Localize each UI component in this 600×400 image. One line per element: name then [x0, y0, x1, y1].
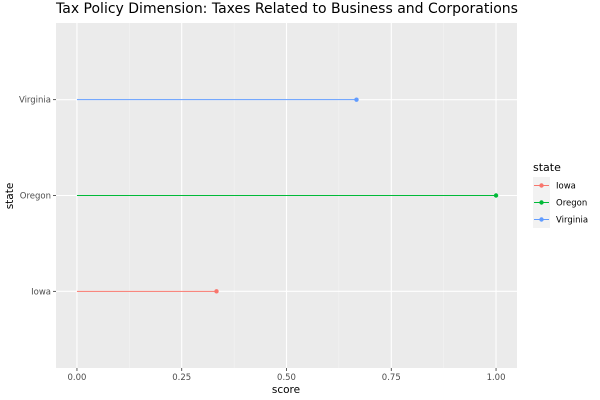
- lollipop-point: [493, 193, 499, 198]
- chart-title: Tax Policy Dimension: Taxes Related to B…: [56, 1, 518, 17]
- legend-key-point: [539, 200, 544, 205]
- lollipop-point: [214, 289, 219, 294]
- x-tick-label: 1.00: [487, 373, 506, 383]
- lollipop-point: [354, 97, 359, 102]
- x-tick-label: 0.50: [277, 373, 296, 383]
- legend-key-point: [539, 183, 544, 188]
- x-tick-label: 0.75: [382, 373, 401, 383]
- x-tick-label: 0.00: [67, 373, 86, 383]
- y-tick-label: Oregon: [20, 192, 51, 202]
- x-axis-title: score: [272, 384, 300, 396]
- y-tick-label: Virginia: [19, 96, 51, 106]
- legend-label: Virginia: [556, 216, 588, 226]
- legend-title: state: [533, 161, 561, 174]
- y-axis-title: state: [4, 183, 16, 210]
- legend-label: Oregon: [556, 199, 587, 209]
- legend-key-point: [539, 217, 544, 222]
- y-tick-label: Iowa: [31, 287, 51, 297]
- legend-label: Iowa: [556, 182, 576, 192]
- legend: state Iowa Oregon Virginia: [533, 161, 588, 228]
- marks-layer: [76, 97, 499, 294]
- axis-layer: 0.00 0.25 0.50 0.75 1.00 Iowa Oregon Virginia: [19, 96, 506, 383]
- x-tick-label: 0.25: [172, 373, 191, 383]
